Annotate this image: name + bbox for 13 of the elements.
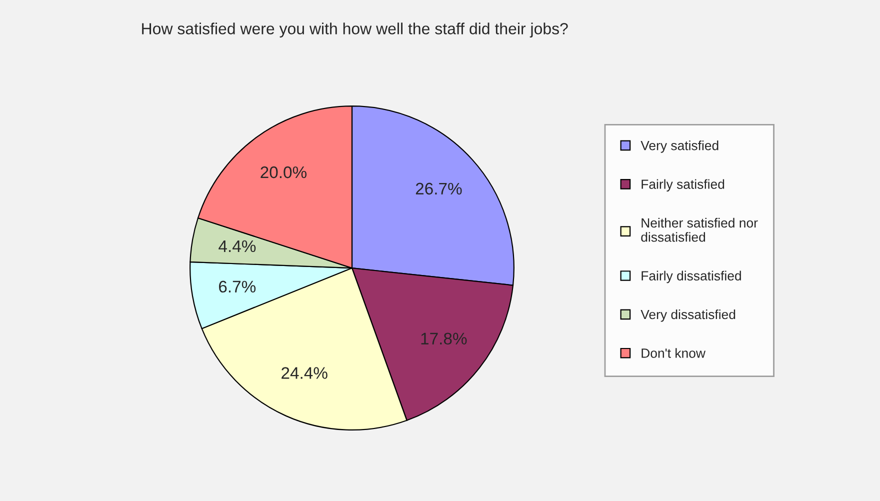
legend-label: Fairly satisfied — [642, 179, 724, 192]
data-label: 24.4% — [282, 367, 328, 379]
legend-label: Don't know — [642, 348, 706, 358]
legend-label: Very satisfied — [640, 140, 718, 153]
chart-title: How satisfied were you with how well the staff did their jobs? — [142, 22, 568, 38]
data-label: 26.7% — [416, 182, 462, 195]
data-label: 17.8% — [421, 332, 467, 345]
data-label: 6.7% — [219, 280, 256, 293]
legend-label: Fairly dissatisfied — [642, 270, 741, 284]
data-label: 20.0% — [260, 166, 307, 178]
legend-label: Neither satisfied nor dissatisfied — [641, 218, 758, 242]
data-label: 4.4% — [218, 240, 256, 252]
legend-label: Very dissatisfied — [640, 309, 736, 322]
